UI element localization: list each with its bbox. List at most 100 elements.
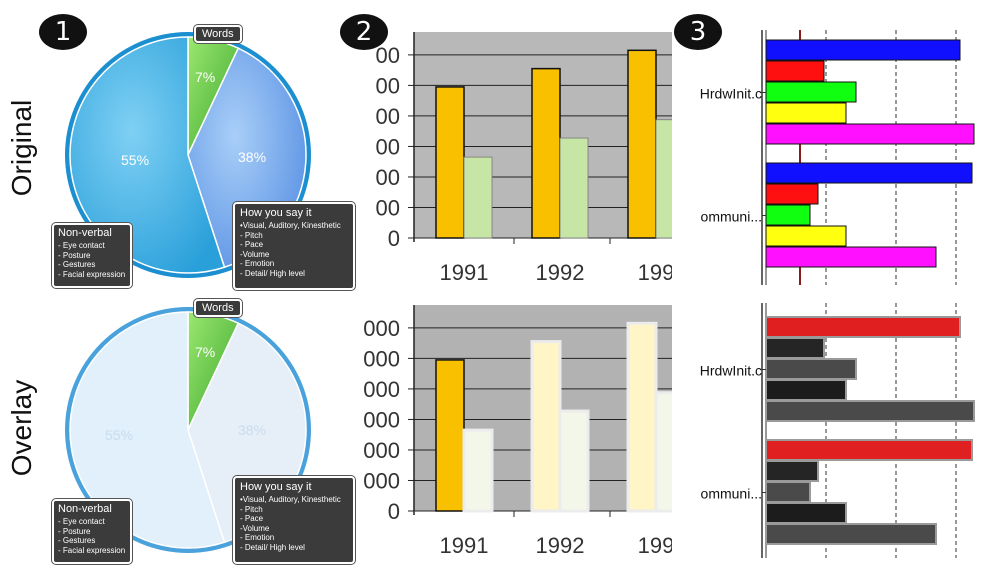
y-tick-label: 000	[363, 316, 400, 341]
hbar-series-4	[765, 102, 847, 124]
hbar-series-1	[765, 316, 961, 338]
hbar-series-3	[765, 81, 857, 103]
pie-label-how: 38%	[238, 149, 266, 165]
y-tick-label: 000	[363, 377, 400, 402]
x-tick-label: 199	[638, 533, 672, 558]
bar-series-1	[435, 359, 465, 512]
hbar-series-4	[765, 379, 847, 401]
y-tick-label: 00	[376, 43, 400, 68]
y-tick-label: 000	[363, 407, 400, 432]
panel-2-badge: 2	[340, 14, 388, 50]
y-tick-label: 00	[376, 73, 400, 98]
callout-item: - Gestures	[58, 260, 96, 269]
callout-item: - Eye contact	[58, 241, 105, 250]
non-verbal-callout: Non-verbal - Eye contact - Posture - Ges…	[52, 499, 132, 564]
x-tick-label: 1992	[536, 260, 585, 285]
category-label: HrdwInit.c	[700, 363, 762, 379]
callout-title: Non-verbal	[58, 227, 112, 239]
non-verbal-callout: Non-verbal - Eye contact - Posture - Ges…	[52, 223, 132, 288]
callout-title: How you say it	[240, 207, 312, 219]
callout-item: - Detail/ High level	[240, 542, 305, 552]
callout-title: Non-verbal	[58, 503, 112, 515]
x-tick-label: 1991	[440, 533, 489, 558]
callout-item: •Visual, Auditory, Kinesthetic	[240, 221, 341, 230]
hbar-series-5	[765, 400, 975, 422]
pie-chart-overlay: 55% 38% 7%	[65, 307, 311, 553]
callout-item: - Pace	[240, 514, 264, 523]
bar-series-1	[435, 86, 465, 239]
bar-series-2	[655, 119, 672, 239]
y-tick-label: 0	[388, 226, 400, 251]
y-tick-label: 00	[376, 195, 400, 220]
bar-series-2	[558, 409, 590, 513]
callout-title: How you say it	[240, 481, 312, 493]
bar-series-2	[462, 428, 494, 513]
y-tick-label: 0	[388, 499, 400, 524]
callout-item: •Visual, Auditory, Kinesthetic	[240, 495, 341, 504]
y-tick-label: 000	[363, 468, 400, 493]
x-tick-label: 199	[638, 260, 672, 285]
hbar-series-1	[765, 39, 961, 61]
pie-label-words: 7%	[195, 69, 215, 85]
callout-item: - Pitch	[240, 230, 263, 240]
hbar-series-5	[765, 246, 937, 268]
callout-item: - Pitch	[240, 504, 263, 514]
hbar-series-2	[765, 183, 819, 205]
row-label-original: Original	[6, 99, 37, 197]
callout-item: - Detail/ High level	[240, 268, 305, 278]
how-you-say-it-callout: How you say it •Visual, Auditory, Kinest…	[233, 476, 355, 564]
words-callout: Words	[194, 25, 242, 43]
callout-item: - Posture	[58, 250, 91, 260]
pie-slice-non-verbal	[69, 311, 226, 549]
callout-item: -Volume	[240, 249, 270, 259]
callout-item: - Emotion	[240, 533, 275, 542]
hbar-series-1	[765, 439, 973, 461]
hbar-series-3	[765, 358, 857, 380]
callout-item: - Eye contact	[58, 517, 105, 526]
callout-item: - Gestures	[58, 536, 96, 545]
bar-series-1	[531, 67, 561, 239]
hbar-series-2	[765, 60, 825, 82]
hbar-chart-overlay: HrdwInit.c ommuni...	[700, 303, 975, 558]
how-you-say-it-callout: How you say it •Visual, Auditory, Kinest…	[233, 202, 355, 290]
callout-item: - Posture	[58, 526, 91, 536]
hbar-series-5	[765, 123, 975, 145]
category-label: HrdwInit.c	[700, 86, 762, 102]
panel-1-badge: 1	[39, 14, 87, 50]
pie-label-nonverbal: 55%	[105, 427, 133, 443]
hbar-series-2	[765, 460, 819, 482]
panel-3-badge: 3	[674, 14, 722, 50]
callout-item: - Facial expression	[58, 545, 126, 555]
pie-slice-non-verbal	[69, 36, 226, 274]
hbar-series-5	[765, 523, 937, 545]
callout-item: - Emotion	[240, 259, 275, 268]
row-label-overlay: Overlay	[6, 379, 37, 477]
category-label: ommuni...	[701, 486, 762, 502]
y-tick-label: 00	[376, 165, 400, 190]
bar-series-1	[530, 340, 562, 513]
hbar-series-2	[765, 337, 825, 359]
y-tick-label: 000	[363, 438, 400, 463]
hbar-series-3	[765, 204, 811, 226]
bar-series-2	[463, 156, 493, 239]
hbar-series-4	[765, 225, 847, 247]
callout-item: - Pace	[240, 240, 264, 249]
hbar-series-4	[765, 502, 847, 524]
bar-series-1	[626, 321, 658, 513]
words-callout: Words	[194, 299, 242, 317]
category-label: ommuni...	[701, 209, 762, 225]
x-tick-label: 1991	[440, 260, 489, 285]
bar-series-1	[627, 49, 657, 239]
hbar-series-1	[765, 162, 973, 184]
hbar-chart-original: HrdwInit.c ommuni...	[700, 30, 975, 285]
callout-item: -Volume	[240, 523, 270, 533]
y-tick-label: 00	[376, 104, 400, 129]
x-tick-label: 1992	[536, 533, 585, 558]
y-tick-label: 00	[376, 134, 400, 159]
bar-series-2	[559, 137, 589, 239]
bar-series-2	[654, 391, 672, 513]
pie-label-how: 38%	[238, 422, 266, 438]
pie-label-words: 7%	[195, 344, 215, 360]
